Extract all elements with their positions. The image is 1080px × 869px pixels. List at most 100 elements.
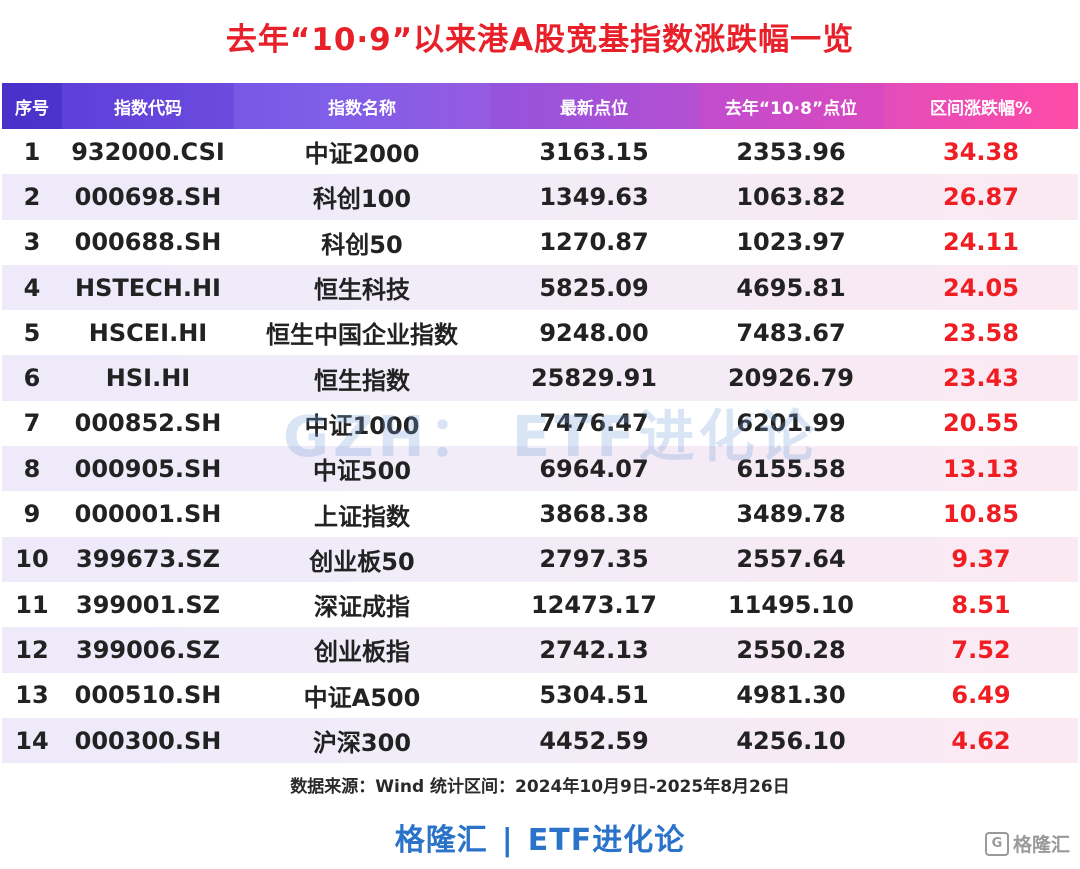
table-row: 3 000688.SH 科创50 1270.87 1023.97 24.11: [2, 219, 1078, 265]
table-body: 1 932000.CSI 中证2000 3163.15 2353.96 34.38 2 000…: [2, 129, 1078, 764]
table-row: 8 000905.SH 中证500 6964.07 6155.58 13.13: [2, 446, 1078, 492]
table-row: 10 399673.SZ 创业板50 2797.35 2557.64 9.37: [2, 536, 1078, 582]
prev-cell: 3489.78: [736, 500, 846, 529]
footer-brand-right: ETF进化论: [527, 823, 686, 858]
seq-cell: 1: [23, 137, 41, 166]
page-title: 去年“10·9”以来港A股宽基指数涨跌幅一览: [225, 22, 855, 58]
name-cell: 中证2000: [304, 140, 420, 169]
change-cell: 24.05: [943, 273, 1019, 302]
header-code: 指数代码: [62, 83, 234, 129]
seq-cell: 12: [15, 635, 49, 664]
brand-logo-icon: G: [984, 831, 1009, 856]
code-cell: 000905.SH: [74, 454, 222, 483]
change-cell: 13.13: [943, 454, 1019, 483]
code-cell: 399673.SZ: [76, 545, 220, 574]
prev-cell: 6201.99: [736, 409, 846, 438]
table-row: 7 000852.SH 中证1000 7476.47 6201.99 20.55: [2, 400, 1078, 447]
latest-cell: 3163.15: [539, 137, 649, 166]
code-cell: 399006.SZ: [76, 635, 220, 664]
change-cell: 26.87: [943, 182, 1019, 211]
corner-logo: G 格隆汇: [984, 830, 1070, 857]
name-cell: 科创100: [312, 185, 412, 214]
seq-cell: 8: [23, 454, 41, 483]
name-cell: 上证指数: [314, 502, 410, 531]
latest-cell: 1349.63: [539, 182, 649, 211]
code-cell: HSTECH.HI: [75, 273, 221, 302]
name-cell: 创业板指: [314, 638, 410, 667]
seq-cell: 9: [23, 500, 41, 529]
code-cell: 932000.CSI: [71, 137, 225, 166]
corner-logo-text: 格隆汇: [1012, 834, 1070, 856]
code-cell: 000688.SH: [74, 228, 222, 257]
table-row: 6 HSI.HI 恒生指数 25829.91 20926.79 23.43: [2, 355, 1078, 401]
footer-separator: |: [501, 823, 514, 858]
change-cell: 7.52: [951, 635, 1011, 664]
footer-brand-left: 格隆汇: [394, 823, 488, 858]
prev-cell: 1063.82: [736, 182, 846, 211]
change-cell: 20.55: [943, 409, 1019, 438]
name-cell: 中证A500: [303, 683, 421, 712]
latest-cell: 2742.13: [539, 635, 649, 664]
change-cell: 34.38: [943, 137, 1019, 166]
prev-cell: 4695.81: [736, 273, 846, 302]
seq-cell: 5: [23, 318, 41, 347]
name-cell: 中证1000: [304, 411, 420, 440]
name-cell: 沪深300: [312, 729, 412, 757]
name-cell: 深证成指: [314, 593, 410, 622]
footer-brand: 格隆汇 | ETF进化论: [0, 815, 1080, 859]
prev-cell: 6155.58: [736, 454, 846, 483]
latest-cell: 4452.59: [539, 726, 649, 755]
seq-cell: 14: [15, 726, 49, 755]
prev-cell: 2353.96: [736, 137, 846, 166]
latest-cell: 25829.91: [530, 364, 657, 393]
seq-cell: 7: [23, 409, 41, 438]
prev-cell: 1023.97: [736, 228, 846, 257]
table-row: 14 000300.SH 沪深300 4452.59 4256.10 4.62: [2, 717, 1078, 764]
prev-cell: 4256.10: [736, 726, 846, 755]
name-cell: 科创50: [321, 230, 403, 259]
code-cell: 000698.SH: [74, 182, 222, 211]
latest-cell: 5304.51: [539, 681, 649, 710]
change-cell: 6.49: [951, 681, 1011, 710]
latest-cell: 3868.38: [539, 500, 649, 529]
seq-cell: 13: [15, 681, 49, 710]
header-prev: 去年“10·8”点位: [698, 83, 884, 129]
prev-cell: 2557.64: [736, 545, 846, 574]
seq-cell: 6: [23, 364, 41, 393]
latest-cell: 1270.87: [539, 228, 649, 257]
code-cell: 000300.SH: [74, 726, 222, 755]
table-row: 2 000698.SH 科创100 1349.63 1063.82 26.87: [2, 174, 1078, 220]
table-row: 9 000001.SH 上证指数 3868.38 3489.78 10.85: [2, 491, 1078, 537]
data-source-note: 数据来源：Wind 统计区间：2024年10月9日-2025年8月26日: [290, 777, 790, 797]
latest-cell: 2797.35: [539, 545, 649, 574]
table-header-row: 序号 指数代码 指数名称 最新点位 去年“10·8”点位 区间涨跌幅%: [2, 83, 1078, 129]
code-cell: 399001.SZ: [76, 590, 220, 619]
index-table: 序号 指数代码 指数名称 最新点位 去年“10·8”点位 区间涨跌幅% 1 932000.C…: [2, 83, 1078, 764]
latest-cell: 7476.47: [539, 409, 649, 438]
latest-cell: 5825.09: [539, 273, 649, 302]
name-cell: 恒生中国企业指数: [266, 321, 458, 350]
header-seq: 序号: [2, 83, 62, 129]
name-cell: 创业板50: [309, 547, 415, 576]
code-cell: 000510.SH: [74, 681, 222, 710]
seq-cell: 2: [23, 182, 41, 211]
table-row: 5 HSCEI.HI 恒生中国企业指数 9248.00 7483.67 23.58: [2, 310, 1078, 356]
change-cell: 4.62: [951, 726, 1011, 755]
latest-cell: 6964.07: [539, 454, 649, 483]
header-latest: 最新点位: [490, 83, 698, 129]
change-cell: 23.43: [943, 364, 1019, 393]
seq-cell: 4: [23, 273, 41, 302]
change-cell: 10.85: [943, 500, 1019, 529]
name-cell: 恒生科技: [314, 276, 410, 305]
header-change: 区间涨跌幅%: [884, 83, 1078, 129]
code-cell: HSI.HI: [105, 364, 191, 393]
table-row: 11 399001.SZ 深证成指 12473.17 11495.10 8.51: [2, 581, 1078, 628]
header-name: 指数名称: [234, 83, 490, 129]
prev-cell: 4981.30: [736, 681, 846, 710]
prev-cell: 2550.28: [736, 635, 846, 664]
table-row: 12 399006.SZ 创业板指 2742.13 2550.28 7.52: [2, 627, 1078, 673]
table-row: 4 HSTECH.HI 恒生科技 5825.09 4695.81 24.05: [2, 264, 1078, 311]
table-row: 1 932000.CSI 中证2000 3163.15 2353.96 34.38: [2, 129, 1078, 175]
change-cell: 9.37: [951, 545, 1011, 574]
seq-cell: 11: [15, 590, 49, 619]
